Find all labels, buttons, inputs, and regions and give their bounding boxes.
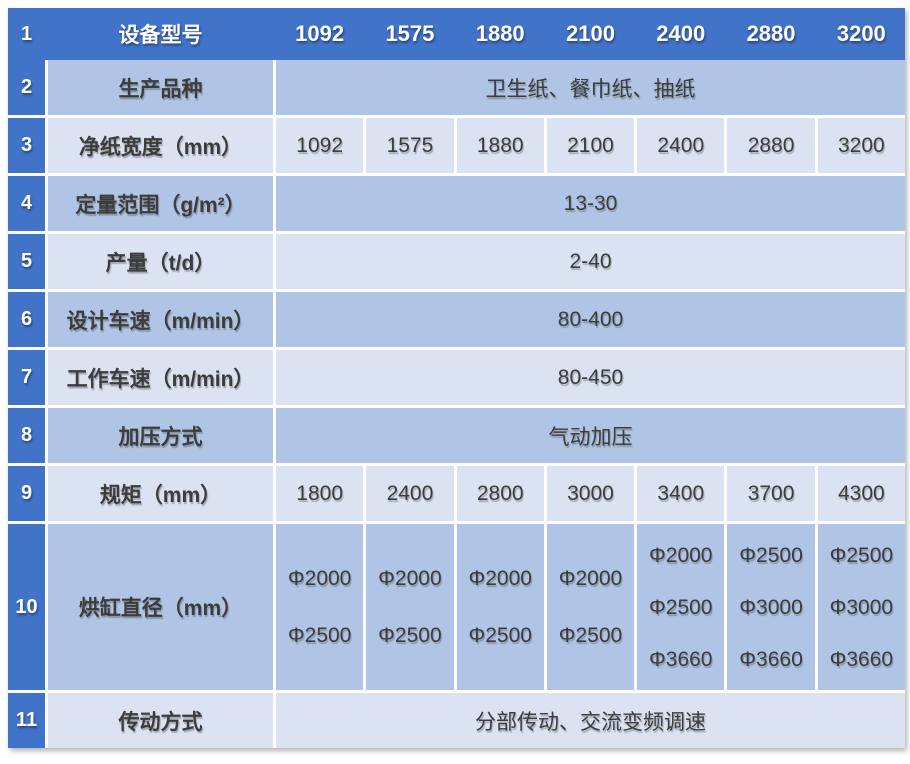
diameter-value: Φ2500 (378, 624, 442, 647)
merged-value-cell: 气动加压 (276, 408, 905, 463)
value-cell: 2100 (546, 118, 635, 173)
value-cell: 1092 (276, 118, 364, 173)
table-row: 9 规矩（mm） 1800 2400 2800 3000 3400 3700 4300 (8, 466, 905, 521)
diameter-cell: Φ2000 Φ2500 (366, 524, 454, 690)
diameter-value: Φ2500 (739, 543, 803, 567)
diameter-value: Φ3000 (829, 595, 894, 619)
merged-value-cell: 80-450 (276, 350, 905, 405)
value-cell: 3000 (546, 466, 635, 521)
row-number: 8 (8, 408, 45, 463)
value-cell: 2800 (456, 466, 544, 521)
row-label: 烘缸直径（mm） (48, 524, 273, 690)
row-number: 5 (8, 234, 45, 289)
merged-value-cell: 分部传动、交流变频调速 (276, 693, 905, 748)
row-label: 工作车速（m/min） (48, 350, 273, 405)
diameter-cell: Φ2000 Φ2500 Φ3660 (637, 524, 725, 690)
value-cell: 2880 (727, 118, 815, 173)
row-label: 净纸宽度（mm） (48, 118, 273, 173)
diameter-value: Φ3660 (739, 647, 803, 671)
value-cell: 1880 (456, 118, 544, 173)
row-number: 6 (8, 292, 45, 347)
diameter-cell: Φ2000 Φ2500 (456, 524, 544, 690)
table-body: 2 生产品种 卫生纸、餐巾纸、抽纸 3 净纸宽度（mm） 1092 1575 1880 2100… (8, 60, 905, 748)
diameter-value: Φ2500 (829, 543, 894, 567)
diameter-stack: Φ2000 Φ2500 (559, 566, 622, 648)
merged-value-cell: 卫生纸、餐巾纸、抽纸 (276, 60, 905, 115)
table-row: 6 设计车速（m/min） 80-400 (8, 292, 905, 347)
diameter-value: Φ2500 (287, 624, 352, 647)
table-row: 11 传动方式 分部传动、交流变频调速 (8, 693, 905, 748)
table-row: 8 加压方式 气动加压 (8, 408, 905, 463)
row-label: 产量（t/d） (48, 234, 273, 289)
spec-table: 1 设备型号 1092 1575 1880 2100 2400 2880 3200 2 生产品… (8, 8, 905, 748)
row-number: 7 (8, 350, 45, 405)
model-header-cell: 2400 (637, 8, 725, 60)
diameter-value: Φ2500 (468, 624, 532, 647)
diameter-stack: Φ2000 Φ2500 (468, 566, 531, 648)
diameter-cell: Φ2000 Φ2500 (546, 524, 635, 690)
diameter-value: Φ2000 (287, 567, 352, 590)
diameter-value: Φ2000 (468, 567, 532, 590)
table-row: 2 生产品种 卫生纸、餐巾纸、抽纸 (8, 60, 905, 115)
model-header-cell: 1575 (366, 8, 454, 60)
value-cell: 2400 (637, 118, 725, 173)
table-row: 10 烘缸直径（mm） Φ2000 Φ2500 Φ2000 Φ2500 Φ2000 Φ2500… (8, 524, 905, 690)
merged-value-cell: 13-30 (276, 176, 905, 231)
value-cell: 4300 (817, 466, 905, 521)
diameter-stack: Φ2000 Φ2500 (288, 566, 351, 648)
row-label: 生产品种 (48, 60, 273, 115)
diameter-value: Φ2000 (378, 567, 442, 590)
model-header-cell: 2880 (727, 8, 815, 60)
model-header-cell: 1092 (276, 8, 364, 60)
diameter-value: Φ3660 (649, 647, 713, 671)
merged-value-cell: 2-40 (276, 234, 905, 289)
diameter-stack: Φ2500 Φ3000 Φ3660 (739, 543, 802, 672)
header-row: 1 设备型号 1092 1575 1880 2100 2400 2880 3200 (8, 8, 905, 60)
table-row: 5 产量（t/d） 2-40 (8, 234, 905, 289)
diameter-value: Φ2500 (558, 624, 623, 647)
row-number: 2 (8, 60, 45, 115)
merged-value-cell: 80-400 (276, 292, 905, 347)
table-row: 3 净纸宽度（mm） 1092 1575 1880 2100 2400 2880 3200 (8, 118, 905, 173)
value-cell: 1575 (366, 118, 454, 173)
diameter-value: Φ2000 (649, 543, 713, 567)
diameter-stack: Φ2000 Φ2500 Φ3660 (649, 543, 712, 672)
value-cell: 1800 (276, 466, 364, 521)
diameter-cell: Φ2500 Φ3000 Φ3660 (817, 524, 905, 690)
table-row: 7 工作车速（m/min） 80-450 (8, 350, 905, 405)
row-label: 规矩（mm） (48, 466, 273, 521)
row-number: 1 (8, 8, 45, 60)
row-number: 10 (8, 524, 45, 690)
row-number: 4 (8, 176, 45, 231)
diameter-cell: Φ2500 Φ3000 Φ3660 (727, 524, 815, 690)
row-label: 传动方式 (48, 693, 273, 748)
diameter-stack: Φ2000 Φ2500 (378, 566, 441, 648)
row-label: 定量范围（g/m²） (48, 176, 273, 231)
diameter-value: Φ3000 (739, 595, 803, 619)
diameter-cell: Φ2000 Φ2500 (276, 524, 364, 690)
row-label: 设计车速（m/min） (48, 292, 273, 347)
model-header-cell: 3200 (817, 8, 905, 60)
model-header-cell: 2100 (546, 8, 635, 60)
model-header-cell: 1880 (456, 8, 544, 60)
header-label: 设备型号 (48, 8, 273, 60)
value-cell: 2400 (366, 466, 454, 521)
diameter-value: Φ3660 (829, 647, 894, 671)
table-row: 4 定量范围（g/m²） 13-30 (8, 176, 905, 231)
value-cell: 3700 (727, 466, 815, 521)
row-number: 11 (8, 693, 45, 748)
value-cell: 3200 (817, 118, 905, 173)
diameter-value: Φ2500 (649, 595, 713, 619)
row-number: 9 (8, 466, 45, 521)
row-number: 3 (8, 118, 45, 173)
diameter-stack: Φ2500 Φ3000 Φ3660 (830, 543, 893, 672)
value-cell: 3400 (637, 466, 725, 521)
diameter-value: Φ2000 (558, 567, 623, 590)
row-label: 加压方式 (48, 408, 273, 463)
